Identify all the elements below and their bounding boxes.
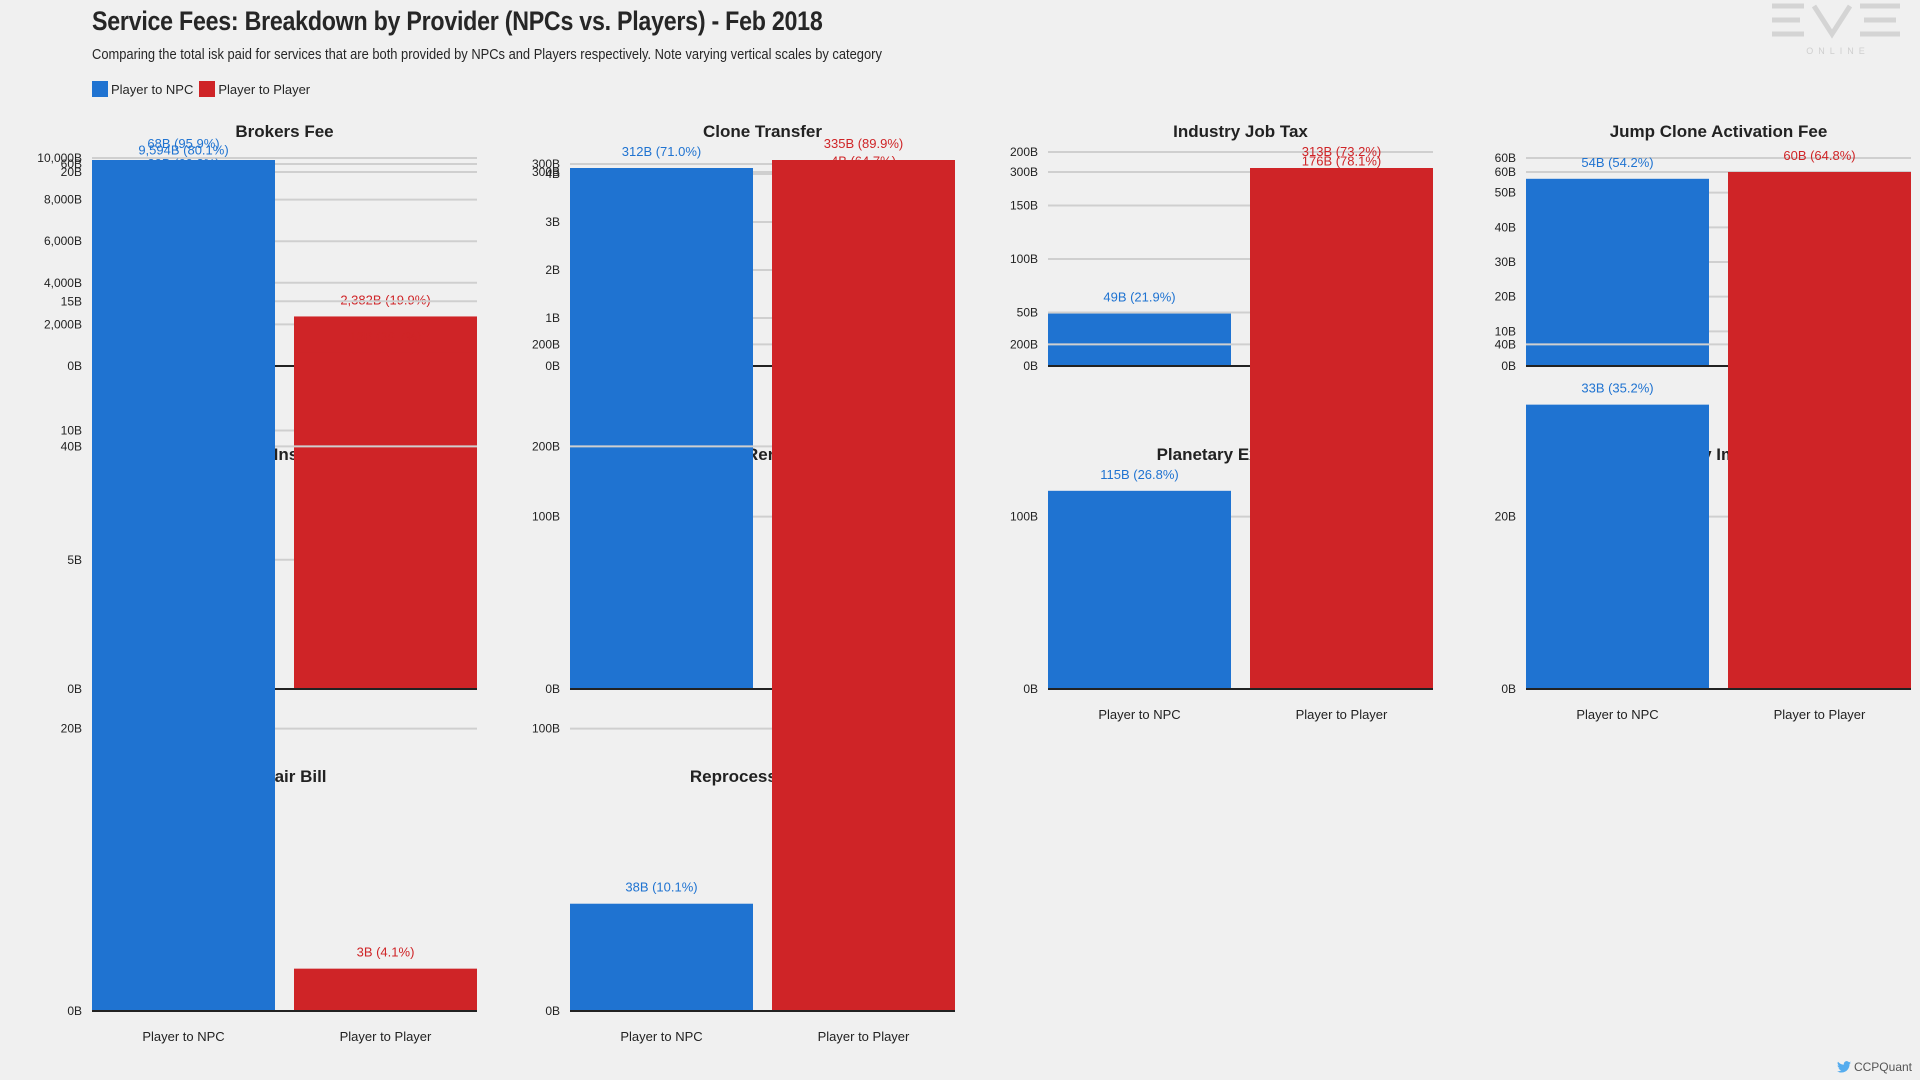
data-label: 2,382B (19.9%)	[340, 292, 430, 307]
y-tick-label: 8,000B	[44, 193, 82, 207]
data-label: 312B (71.0%)	[622, 144, 702, 159]
chart-title: Industry Job Tax	[1173, 122, 1308, 141]
x-tick-label: Player to NPC	[1098, 707, 1180, 722]
y-tick-label: 5B	[67, 553, 82, 567]
y-tick-label: 6,000B	[44, 234, 82, 248]
data-label: 115B (26.8%)	[1100, 467, 1179, 482]
y-tick-label: 40B	[1495, 220, 1516, 234]
y-tick-label: 60B	[1495, 165, 1516, 179]
bar-player-to-player	[1728, 172, 1911, 689]
bar-player-to-npc	[570, 168, 753, 689]
y-tick-label: 100B	[532, 510, 560, 524]
bar-player-to-player	[294, 969, 477, 1011]
chart-title: Clone Transfer	[703, 122, 822, 141]
data-label: 49B (21.9%)	[1103, 290, 1175, 305]
chart-title: Jump Clone Activation Fee	[1610, 122, 1828, 141]
bar-player-to-player	[772, 160, 955, 1011]
y-tick-label: 100B	[1010, 510, 1038, 524]
bar-player-to-npc	[1526, 405, 1709, 689]
x-tick-label: Player to NPC	[620, 1029, 702, 1044]
y-tick-label: 0B	[1501, 682, 1516, 696]
y-tick-label: 20B	[1495, 510, 1516, 524]
y-tick-label: 0B	[1501, 359, 1516, 373]
data-label: 13B (39.7%)	[349, 329, 421, 344]
y-tick-label: 0B	[67, 359, 82, 373]
chart-title: Brokers Fee	[235, 122, 333, 141]
y-tick-label: 15B	[61, 294, 82, 308]
x-tick-label: Player to Player	[818, 1029, 910, 1044]
y-tick-label: 0B	[1023, 682, 1038, 696]
y-tick-label: 40B	[1495, 337, 1516, 351]
data-label: 335B (89.9%)	[824, 136, 904, 151]
y-tick-label: 60B	[61, 157, 82, 171]
y-tick-label: 0B	[545, 1004, 560, 1018]
bar-player-to-npc	[1526, 179, 1709, 366]
y-tick-label: 300B	[532, 157, 560, 171]
y-tick-label: 150B	[1010, 199, 1038, 213]
y-tick-label: 0B	[67, 682, 82, 696]
y-tick-label: 200B	[1010, 337, 1038, 351]
data-label: 3B (4.1%)	[357, 945, 415, 960]
bar-player-to-player	[1250, 168, 1433, 689]
y-tick-label: 2B	[545, 263, 560, 277]
y-tick-label: 10B	[61, 424, 82, 438]
y-tick-label: 20B	[1495, 290, 1516, 304]
y-tick-label: 0B	[67, 1004, 82, 1018]
y-tick-label: 20B	[61, 722, 82, 736]
x-tick-label: Player to NPC	[1576, 707, 1658, 722]
data-label: 313B (73.2%)	[1302, 144, 1382, 159]
y-tick-label: 3B	[545, 215, 560, 229]
y-tick-label: 200B	[532, 439, 560, 453]
y-tick-label: 30B	[1495, 255, 1516, 269]
data-label: 38B (10.1%)	[625, 880, 697, 895]
x-tick-label: Player to Player	[1774, 707, 1866, 722]
y-tick-label: 200B	[1010, 145, 1038, 159]
y-tick-label: 1B	[545, 311, 560, 325]
data-label: 60B (64.8%)	[1783, 148, 1855, 163]
bar-player-to-npc	[570, 904, 753, 1011]
y-tick-label: 60B	[1495, 151, 1516, 165]
bar-player-to-player	[294, 353, 477, 689]
y-tick-label: 300B	[1010, 165, 1038, 179]
y-tick-label: 100B	[532, 722, 560, 736]
y-tick-label: 100B	[1010, 252, 1038, 266]
y-tick-label: 200B	[532, 337, 560, 351]
bar-player-to-npc	[1048, 314, 1231, 366]
y-tick-label: 10B	[1495, 324, 1516, 338]
y-tick-label: 50B	[1017, 306, 1038, 320]
data-label: 33B (35.2%)	[1581, 381, 1653, 396]
y-tick-label: 50B	[1495, 186, 1516, 200]
x-tick-label: Player to Player	[340, 1029, 432, 1044]
y-tick-label: 40B	[61, 439, 82, 453]
data-label: 54B (54.2%)	[1581, 155, 1653, 170]
y-tick-label: 0B	[545, 359, 560, 373]
bar-player-to-npc	[1048, 491, 1231, 689]
y-tick-label: 4,000B	[44, 276, 82, 290]
y-tick-label: 0B	[545, 682, 560, 696]
x-tick-label: Player to Player	[1296, 707, 1388, 722]
data-label: 68B (95.9%)	[147, 136, 219, 151]
x-tick-label: Player to NPC	[142, 1029, 224, 1044]
bar-player-to-npc	[92, 160, 275, 1011]
y-tick-label: 0B	[1023, 359, 1038, 373]
y-tick-label: 2,000B	[44, 317, 82, 331]
